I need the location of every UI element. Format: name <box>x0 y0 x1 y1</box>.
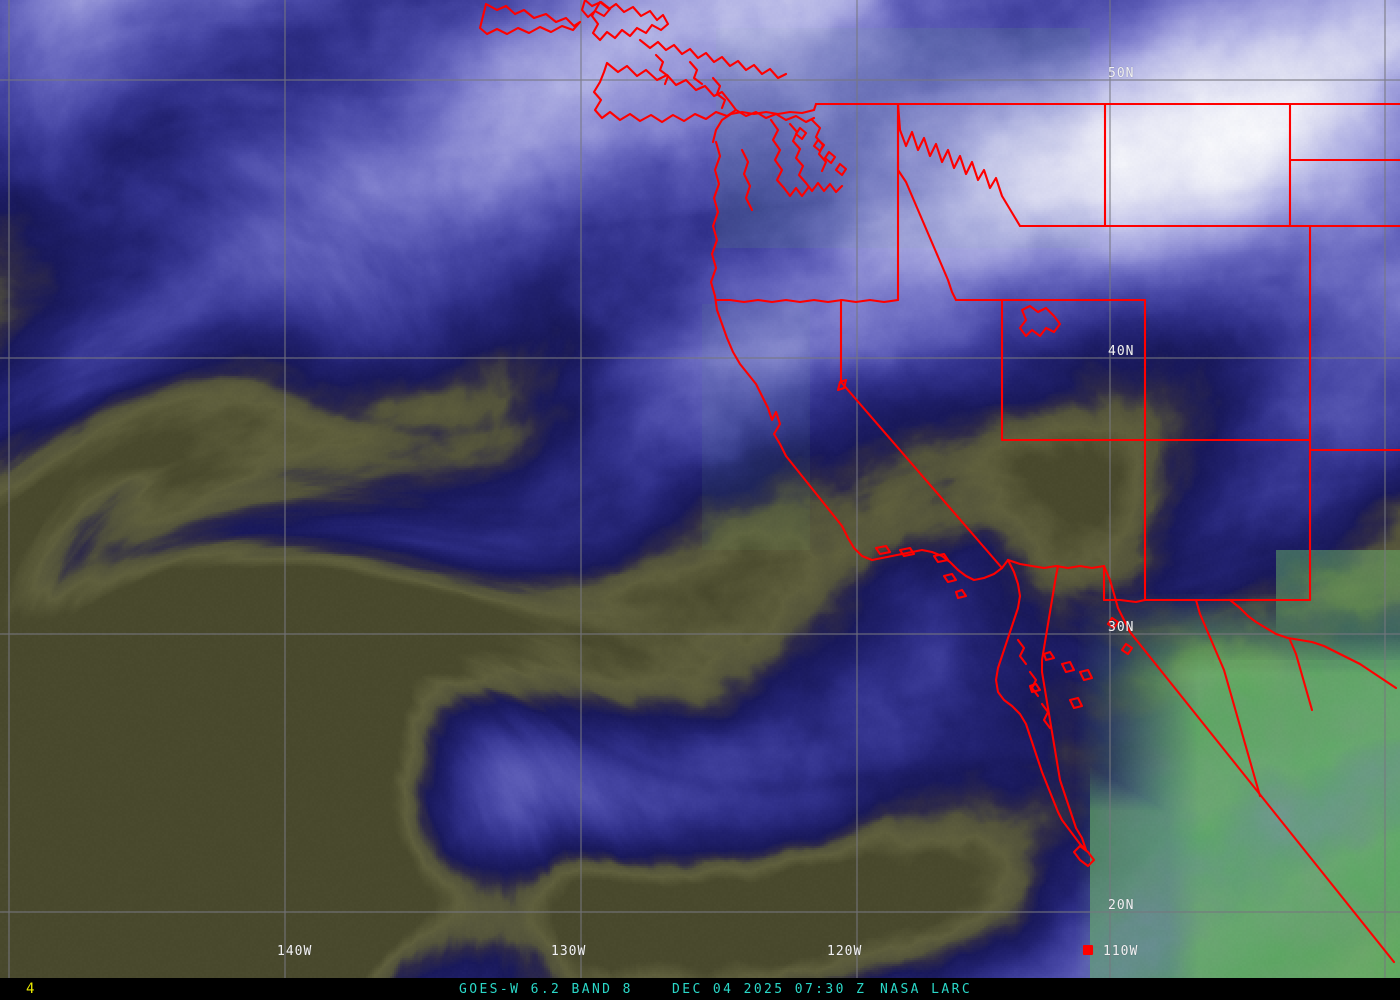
lon-label-130w: 130W <box>551 944 587 959</box>
lon-label-110w: 110W <box>1103 944 1139 959</box>
lat-label-50n: 50N <box>1108 66 1135 81</box>
lat-label-20n: 20N <box>1108 898 1135 913</box>
lon-label-140w: 140W <box>277 944 313 959</box>
lon-label-120w: 120W <box>827 944 863 959</box>
satellite-raster <box>0 0 1400 978</box>
agency-label: NASA LARC <box>880 982 973 997</box>
frame-number: 4 <box>26 981 36 997</box>
water-vapor-canvas <box>0 0 1400 978</box>
lat-label-40n: 40N <box>1108 344 1135 359</box>
image-datetime-label: DEC 04 2025 07:30 Z <box>672 982 867 997</box>
caption-bar: 4 GOES-W 6.2 BAND 8 DEC 04 2025 07:30 Z … <box>0 978 1400 1000</box>
satellite-band-label: GOES-W 6.2 BAND 8 <box>459 982 633 997</box>
lat-label-30n: 30N <box>1108 620 1135 635</box>
